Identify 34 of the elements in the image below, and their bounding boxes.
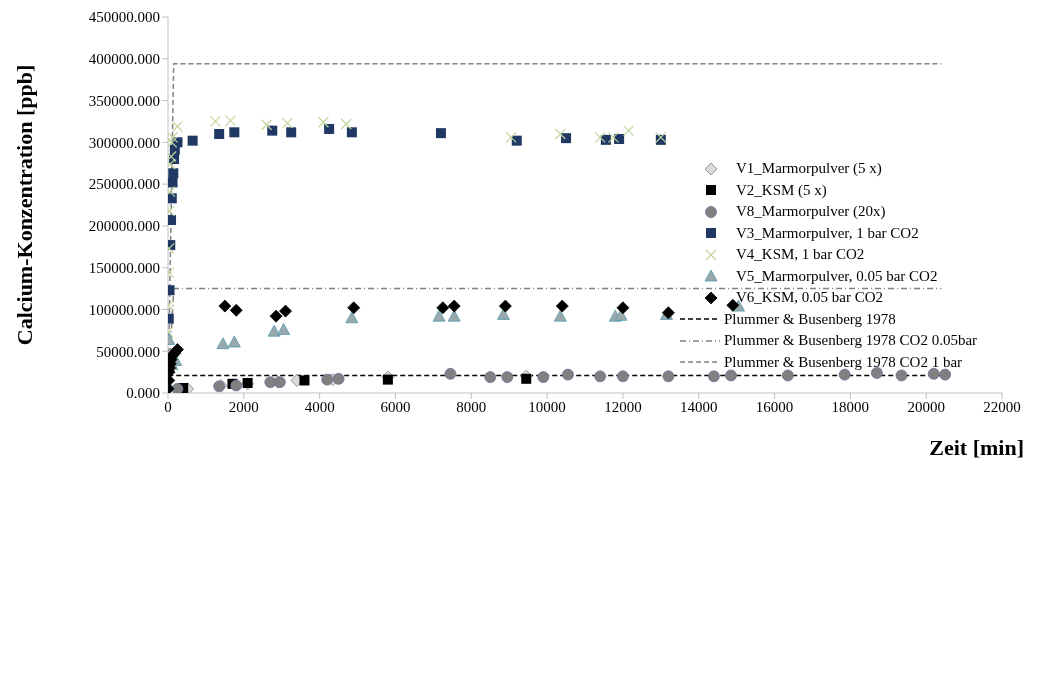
legend-label: V8_Marmorpulver (20x): [736, 202, 886, 221]
legend-label: Plummer & Busenberg 1978: [724, 309, 896, 329]
x-tick-label: 4000: [304, 398, 335, 415]
legend-label: Plummer & Busenberg 1978 CO2 1 bar: [724, 352, 963, 372]
y-axis-title: Calcium-Konzentration [ppb]: [11, 64, 37, 346]
x-tick-label: 8000: [456, 398, 487, 415]
legend-label: V6_KSM, 0.05 bar CO2: [736, 288, 884, 307]
legend-label: V2_KSM (5 x): [736, 180, 827, 200]
x-axis-title: Zeit [min]: [929, 435, 1024, 460]
legend-label: V1_Marmorpulver (5 x): [736, 159, 882, 178]
y-tick-label: 300000.000: [88, 134, 160, 151]
x-tick-label: 14000: [679, 398, 718, 415]
x-tick-label: 2000: [228, 398, 259, 415]
y-tick-label: 150000.000: [88, 259, 160, 276]
x-tick-label: 22000: [983, 398, 1021, 415]
x-tick-label: 6000: [380, 398, 411, 415]
legend-label: V5_Marmorpulver, 0.05 bar CO2: [736, 266, 938, 286]
x-tick-label: 18000: [831, 398, 870, 415]
x-tick-label: 12000: [604, 398, 642, 415]
y-tick-label: 100000.000: [88, 301, 160, 318]
x-tick-label: 0: [164, 398, 172, 415]
legend-label: Plummer & Busenberg 1978 CO2 0.05bar: [724, 331, 978, 350]
y-tick-label: 250000.000: [88, 176, 160, 193]
y-tick-label: 450000.000: [88, 9, 160, 26]
y-tick-label: 350000.000: [88, 92, 160, 109]
x-tick-label: 10000: [528, 398, 566, 415]
y-tick-label: 50000.000: [96, 343, 160, 360]
y-tick-label: 200000.000: [88, 218, 160, 235]
x-tick-label: 16000: [755, 398, 794, 415]
x-tick-label: 20000: [907, 398, 945, 415]
y-tick-label: 400000.000: [88, 51, 160, 68]
legend-label: V3_Marmorpulver, 1 bar CO2: [736, 223, 919, 243]
y-tick-label: 0.000: [126, 385, 160, 402]
legend-label: V4_KSM, 1 bar CO2: [736, 245, 865, 264]
